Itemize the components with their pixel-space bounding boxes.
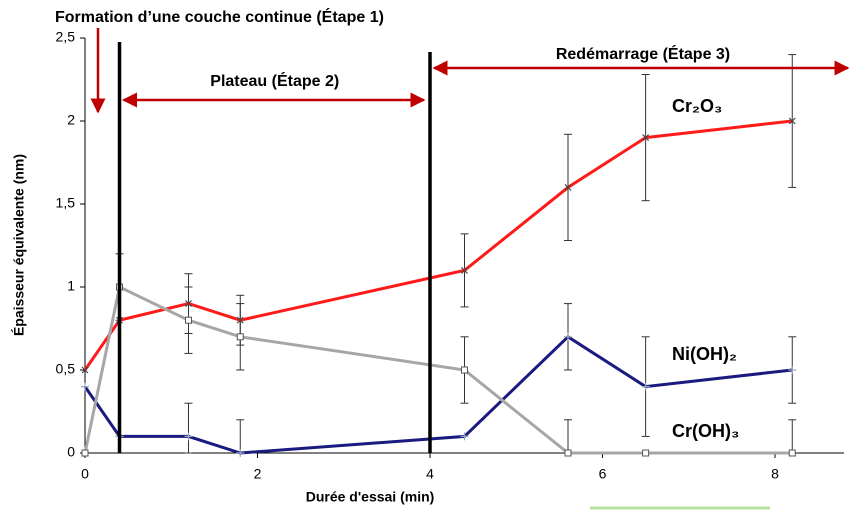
x-axis-label: Durée d'essai (min) bbox=[306, 489, 435, 505]
point bbox=[81, 366, 89, 374]
x-tick-label: 4 bbox=[426, 466, 434, 482]
error-bar bbox=[184, 402, 193, 454]
error-bar bbox=[236, 419, 245, 454]
annotation: Plateau (Étape 2) bbox=[210, 71, 339, 90]
point bbox=[788, 366, 797, 374]
point bbox=[185, 300, 192, 308]
series-line bbox=[83, 284, 793, 455]
point bbox=[81, 449, 89, 457]
series-line bbox=[83, 119, 793, 371]
point bbox=[564, 183, 572, 191]
error-bar bbox=[788, 419, 797, 454]
point bbox=[460, 432, 469, 441]
annotation: Redémarrage (Étape 3) bbox=[556, 44, 730, 63]
point bbox=[564, 449, 572, 457]
y-tick-label: 1,5 bbox=[56, 195, 76, 211]
x-tick-label: 2 bbox=[254, 466, 262, 482]
point bbox=[461, 366, 468, 374]
y-tick-label: 2,5 bbox=[56, 29, 76, 45]
y-tick-label: 0,5 bbox=[56, 361, 76, 377]
point bbox=[564, 332, 572, 341]
point bbox=[642, 134, 650, 142]
point bbox=[184, 432, 193, 441]
point bbox=[641, 382, 650, 391]
y-tick-label: 0 bbox=[67, 444, 75, 460]
x-tick-label: 8 bbox=[771, 466, 779, 482]
point bbox=[81, 382, 89, 391]
point bbox=[788, 117, 796, 125]
y-axis-label: Épaisseur équivalente (nm) bbox=[11, 154, 27, 336]
series-label: Cr₂O₃ bbox=[672, 96, 722, 116]
chart-title: Formation d’une couche continue (Étape 1… bbox=[55, 7, 384, 26]
error-bar bbox=[564, 419, 572, 454]
y-tick-label: 2 bbox=[67, 112, 75, 128]
point bbox=[236, 333, 244, 341]
point bbox=[236, 316, 244, 324]
point bbox=[461, 266, 468, 274]
series-label: Cr(OH)₃ bbox=[672, 421, 739, 441]
point bbox=[236, 449, 245, 457]
point bbox=[185, 316, 192, 324]
point bbox=[788, 449, 796, 457]
series-line bbox=[83, 334, 793, 455]
y-tick-label: 1 bbox=[67, 278, 75, 294]
x-tick-label: 6 bbox=[599, 466, 607, 482]
x-tick-label: 0 bbox=[81, 466, 89, 482]
point bbox=[642, 449, 650, 457]
series-label: Ni(OH)₂ bbox=[672, 344, 737, 364]
